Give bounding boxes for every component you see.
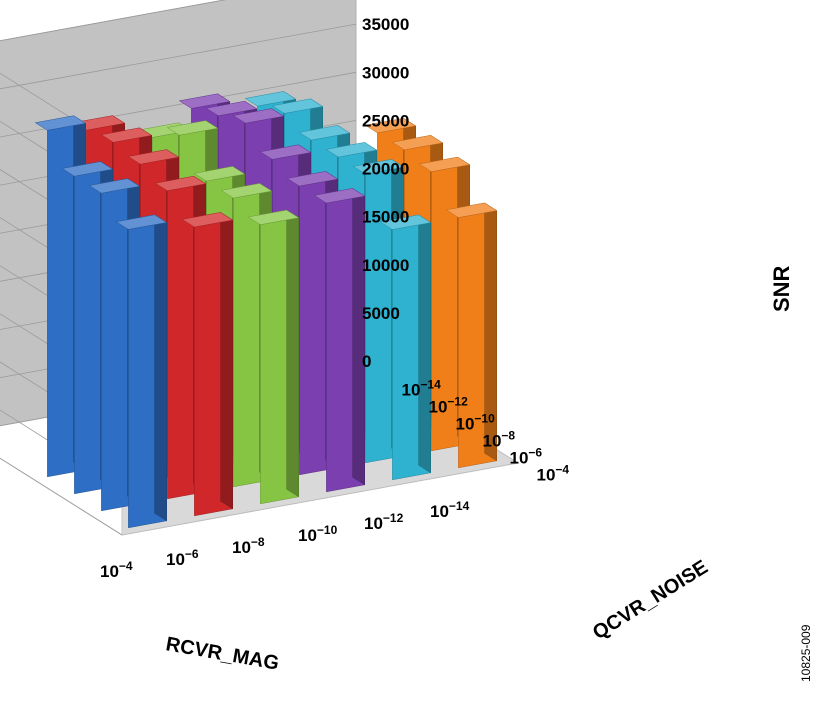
z-tick-label: 15000 xyxy=(362,208,409,227)
bar-top-face xyxy=(445,202,498,218)
bar-top-face xyxy=(418,156,471,172)
gridline xyxy=(0,0,227,151)
bar-top-face xyxy=(193,166,246,182)
bar-top-face xyxy=(178,93,231,109)
bar-top-face xyxy=(244,91,297,107)
bar-top-face xyxy=(247,209,300,225)
bar xyxy=(379,214,432,481)
bar xyxy=(247,209,300,505)
bar-top-face xyxy=(313,188,366,204)
bar-top-face xyxy=(232,108,285,124)
bar-side-face xyxy=(418,214,431,474)
z-tick-label: 30000 xyxy=(362,63,409,82)
chart-bars xyxy=(34,90,498,529)
z-axis-title: SNR xyxy=(769,265,794,312)
qcvr-tick-label: 10−14 xyxy=(402,378,442,400)
bar-top-face xyxy=(298,125,351,141)
rcvr-tick-label: 10−6 xyxy=(166,547,199,569)
z-tick-label: 35000 xyxy=(362,15,409,34)
bar-top-face xyxy=(100,127,153,143)
bar-top-face xyxy=(325,142,378,158)
rcvr-axis-title: RCVR_MAG xyxy=(164,633,281,675)
bar-top-face xyxy=(181,212,234,228)
z-tick-label: 25000 xyxy=(362,111,409,130)
qcvr-axis-title: QCVR_NOISE xyxy=(589,556,712,644)
rcvr-tick-label: 10−8 xyxy=(232,535,265,557)
bar-top-face xyxy=(391,135,444,151)
z-tick-label: 0 xyxy=(362,352,371,371)
bar-top-face xyxy=(115,214,168,230)
bar-side-face xyxy=(154,214,167,522)
bar xyxy=(181,211,234,517)
bar-top-face xyxy=(259,144,312,160)
bar xyxy=(115,214,168,529)
bar xyxy=(445,202,498,469)
bar-top-face xyxy=(352,159,405,175)
bar-top-face xyxy=(205,100,258,117)
bar-top-face xyxy=(127,149,180,165)
bar-side-face xyxy=(352,187,365,486)
bar-side-face xyxy=(286,209,299,498)
rcvr-tick-label: 10−12 xyxy=(364,511,404,533)
bar-top-face xyxy=(364,118,417,134)
bar-top-face xyxy=(61,161,114,177)
qcvr-tick-label: 10−10 xyxy=(456,412,496,434)
bar-top-face xyxy=(34,115,87,131)
bar-top-face xyxy=(88,178,141,194)
qcvr-tick-label: 10−6 xyxy=(510,446,543,468)
bar-side-face xyxy=(220,211,233,510)
bar-top-face xyxy=(154,175,207,192)
rcvr-tick-label: 10−14 xyxy=(430,499,470,521)
bar xyxy=(313,187,366,493)
bar-top-face xyxy=(379,214,432,230)
qcvr-tick-label: 10−8 xyxy=(483,429,516,451)
rcvr-tick-label: 10−10 xyxy=(298,523,338,545)
qcvr-tick-label: 10−12 xyxy=(429,395,469,417)
bar-top-face xyxy=(166,120,219,136)
rcvr-tick-label: 10−4 xyxy=(100,559,133,581)
z-tick-label: 10000 xyxy=(362,256,409,275)
bar-top-face xyxy=(286,171,339,187)
z-tick-label: 5000 xyxy=(362,304,400,323)
bar-top-face xyxy=(271,98,324,114)
figure-id: 10825-009 xyxy=(799,624,813,682)
z-tick-label: 20000 xyxy=(362,160,409,179)
qcvr-tick-label: 10−4 xyxy=(537,463,570,485)
bar-top-face xyxy=(220,183,273,199)
